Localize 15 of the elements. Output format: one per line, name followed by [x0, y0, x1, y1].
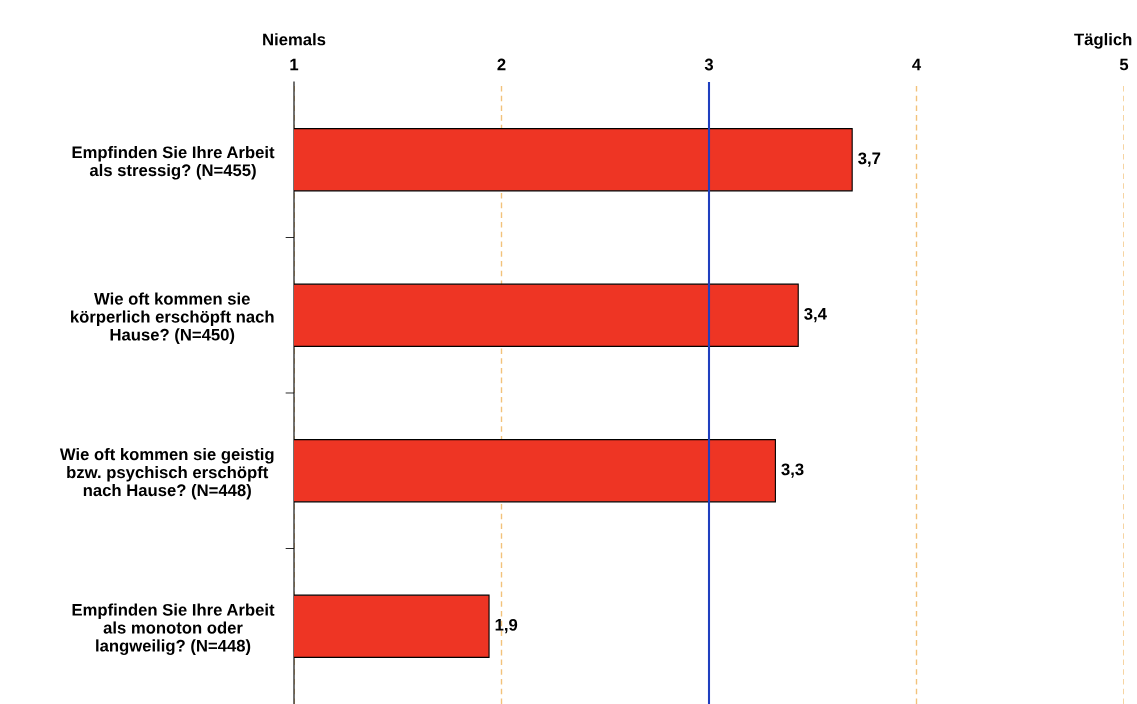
data-label: 1,9 [495, 618, 518, 634]
y-tick-label: Empfinden Sie Ihre Arbeit als monoton oder langweilig? (N=448) [72, 603, 275, 655]
x-tick-label: 3 [704, 58, 714, 71]
data-label: 3,4 [804, 307, 827, 323]
y-tick-label: Wie oft kommen sie geistig bzw. psychisch erschöpft nach Hause? (N=448) [59, 447, 274, 500]
y-tick-label: Wie oft kommen sie körperlich erschöpft nach Hause? (N=450) [71, 292, 274, 344]
text: Niemals [263, 33, 326, 46]
x-tick-label: 5 [1119, 58, 1129, 71]
x-tick-label: 1 [290, 58, 299, 71]
x-tick-label: 2 [497, 58, 506, 71]
x-tick-label: 4 [912, 58, 922, 71]
data-label: 3,3 [781, 463, 804, 478]
y-tick-label: Empfinden Sie Ihre Arbeit als stressig? (N=455) [72, 145, 275, 180]
text: Täglich [1074, 33, 1132, 49]
data-label: 3,7 [858, 152, 881, 167]
